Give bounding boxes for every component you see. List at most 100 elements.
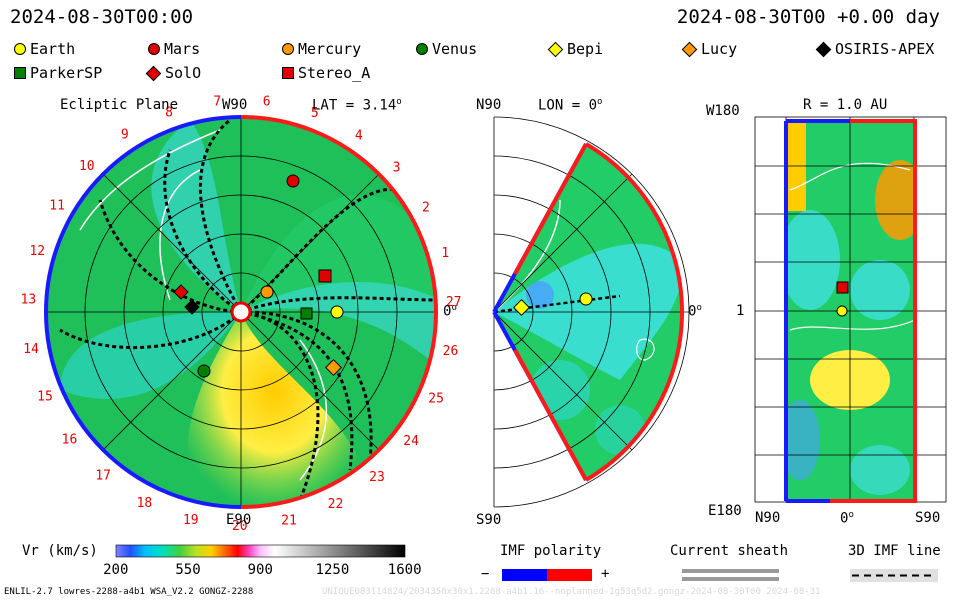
meridional-zero-label: 0o bbox=[688, 303, 702, 320]
carrington-tick: 20 bbox=[232, 519, 248, 534]
stereo-a-marker-sphere bbox=[836, 281, 849, 294]
imf-line-title: 3D IMF line bbox=[848, 543, 941, 559]
parker-marker bbox=[300, 307, 313, 320]
carrington-tick: 26 bbox=[443, 344, 459, 359]
stereo-a-marker bbox=[318, 269, 332, 283]
rim-negative bbox=[44, 115, 242, 509]
circle-marker-icon bbox=[282, 43, 294, 55]
mars-marker bbox=[286, 174, 300, 188]
legend-label: Earth bbox=[30, 40, 76, 58]
s90-label: S90 bbox=[476, 512, 502, 528]
legend-label: Lucy bbox=[701, 40, 738, 58]
carrington-tick: 27 bbox=[446, 295, 462, 310]
w180-label: W180 bbox=[706, 103, 740, 119]
legend-item-mars: Mars bbox=[148, 40, 200, 58]
carrington-tick: 19 bbox=[183, 513, 199, 528]
ecliptic-zero-label: 0o bbox=[443, 303, 457, 320]
polarity-positive-bar bbox=[547, 569, 592, 581]
bepi-marker-meridional bbox=[513, 299, 530, 316]
lon-label: LON = 0o bbox=[538, 97, 603, 114]
legend-label: Mars bbox=[164, 40, 201, 58]
carrington-tick: 13 bbox=[21, 293, 37, 308]
legend-item-solo: SolO bbox=[145, 64, 201, 82]
e180-label: E180 bbox=[708, 503, 742, 519]
carrington-tick: 9 bbox=[121, 128, 129, 143]
legend-item-bepi: Bepi bbox=[547, 40, 604, 58]
colorbar-tick: 200 bbox=[103, 562, 129, 578]
w90-label: W90 bbox=[222, 97, 248, 113]
solo-marker bbox=[173, 284, 189, 300]
current-sheath-title: Current sheath bbox=[670, 543, 789, 559]
earth-marker bbox=[330, 305, 344, 319]
sun-marker bbox=[230, 301, 252, 323]
legend-label: Mercury bbox=[298, 40, 362, 58]
sphere-mid-label: 1 bbox=[736, 303, 745, 319]
lat-label: LAT = 3.14o bbox=[312, 97, 402, 114]
legend-item-mercury: Mercury bbox=[282, 40, 361, 58]
carrington-tick: 3 bbox=[393, 161, 401, 176]
footer-left: ENLIL-2.7 lowres-2288-a4b1 WSA_V2.2 GONG… bbox=[4, 587, 254, 597]
polarity-negative-bar bbox=[502, 569, 547, 581]
carrington-tick: 11 bbox=[49, 199, 65, 214]
carrington-tick: 16 bbox=[62, 432, 78, 447]
sphere-zero-label: 0o bbox=[840, 510, 854, 527]
right-timestamp: 2024-08-30T00 +0.00 day bbox=[676, 6, 940, 28]
left-timestamp: 2024-08-30T00:00 bbox=[10, 6, 194, 28]
colorbar-tick: 550 bbox=[175, 562, 201, 578]
polarity-plus: + bbox=[601, 566, 610, 582]
carrington-tick: 4 bbox=[355, 129, 363, 144]
osiris-marker bbox=[184, 299, 200, 315]
ecliptic-title: Ecliptic Plane bbox=[60, 97, 179, 113]
ecliptic-bodies bbox=[173, 174, 344, 378]
legend-item-stereo-a: Stereo_A bbox=[282, 64, 370, 82]
sphere-panel bbox=[754, 116, 947, 503]
carrington-tick: 7 bbox=[213, 94, 221, 109]
carrington-tick: 22 bbox=[328, 497, 344, 512]
carrington-tick: 12 bbox=[29, 244, 45, 259]
legend-label: Stereo_A bbox=[298, 64, 371, 82]
carrington-tick: 15 bbox=[37, 389, 53, 404]
legend-item-lucy: Lucy bbox=[681, 40, 738, 58]
legend-label: Bepi bbox=[567, 40, 604, 58]
legend-item-parkersp: ParkerSP bbox=[14, 64, 102, 82]
imf-polarity-title: IMF polarity bbox=[500, 543, 602, 559]
meridional-grid bbox=[493, 116, 690, 508]
footer-right: UNIQUE083114824/2034350x30x1.2288-a4b1.1… bbox=[322, 587, 821, 597]
legend-label: OSIRIS-APEX bbox=[835, 40, 935, 58]
carrington-tick: 8 bbox=[165, 106, 173, 121]
carrington-tick: 2 bbox=[422, 200, 430, 215]
lucy-marker bbox=[325, 359, 342, 376]
earth-marker-sphere bbox=[836, 305, 848, 317]
carrington-tick: 21 bbox=[281, 514, 297, 529]
carrington-tick: 18 bbox=[137, 496, 153, 511]
sphere-s90-label: S90 bbox=[915, 510, 941, 526]
circle-marker-icon bbox=[416, 43, 428, 55]
fast-stream bbox=[187, 312, 360, 507]
colorbar bbox=[115, 544, 406, 558]
rim-positive bbox=[240, 115, 438, 509]
carrington-tick: 17 bbox=[95, 468, 111, 483]
carrington-tick: 5 bbox=[311, 106, 319, 121]
legend-item-venus: Venus bbox=[416, 40, 477, 58]
current-sheath-swatch bbox=[682, 569, 779, 581]
current-sheet bbox=[79, 129, 221, 231]
colorbar-tick: 1250 bbox=[315, 562, 350, 578]
carrington-tick: 14 bbox=[23, 342, 39, 357]
carrington-tick: 24 bbox=[403, 434, 419, 449]
carrington-tick: 25 bbox=[428, 392, 444, 407]
legend-label: Venus bbox=[432, 40, 478, 58]
carrington-tick: 23 bbox=[369, 470, 385, 485]
earth-marker-meridional bbox=[579, 292, 593, 306]
square-marker-icon bbox=[14, 67, 26, 79]
legend-label: ParkerSP bbox=[30, 64, 103, 82]
e90-label: E90 bbox=[226, 512, 252, 528]
legend-item-osiris-apex: OSIRIS-APEX bbox=[815, 40, 935, 58]
mercury-marker bbox=[260, 285, 274, 299]
sphere-n90-label: N90 bbox=[755, 510, 781, 526]
n90-label: N90 bbox=[476, 97, 502, 113]
carrington-tick: 6 bbox=[263, 95, 271, 110]
carrington-tick: 1 bbox=[441, 246, 449, 261]
